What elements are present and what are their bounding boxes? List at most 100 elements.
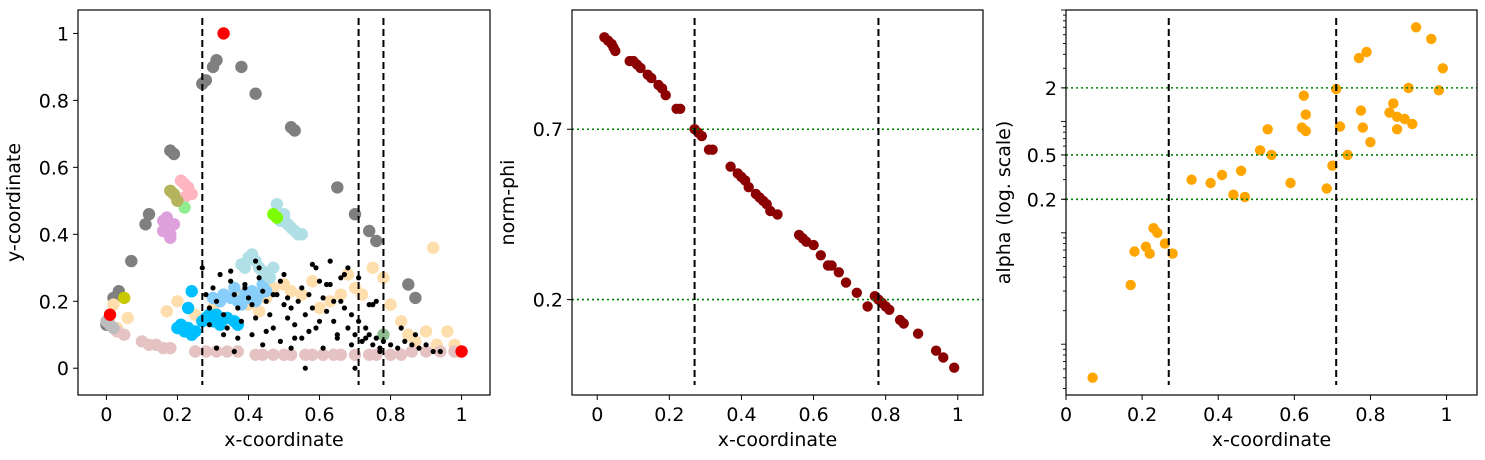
- data-point: [363, 325, 369, 331]
- data-point: [206, 305, 212, 311]
- data-point: [210, 345, 223, 358]
- data-point: [1129, 246, 1140, 257]
- data-point: [363, 224, 376, 238]
- series-0: [1087, 22, 1449, 383]
- data-point: [295, 228, 308, 241]
- data-point: [352, 365, 358, 371]
- data-point: [313, 325, 319, 331]
- data-point: [263, 328, 269, 334]
- y-axis-label: norm-phi: [497, 160, 519, 246]
- data-point: [189, 325, 202, 338]
- data-point: [725, 161, 736, 172]
- data-point: [348, 342, 355, 348]
- x-tick-label: 0.6: [798, 404, 828, 426]
- data-point: [281, 302, 287, 308]
- data-point: [189, 345, 202, 358]
- data-point: [221, 332, 227, 338]
- data-point: [210, 285, 216, 291]
- data-point: [707, 144, 718, 155]
- data-point: [373, 335, 379, 341]
- data-point: [345, 265, 351, 271]
- data-point: [256, 275, 262, 281]
- data-point: [366, 302, 372, 308]
- data-point: [253, 258, 259, 264]
- series-10: [157, 211, 181, 244]
- data-point: [398, 325, 404, 331]
- y-tick-label: 0.7: [533, 119, 563, 141]
- data-point: [1321, 183, 1332, 194]
- x-tick-label: 1: [456, 404, 468, 426]
- data-point: [815, 250, 826, 261]
- data-point: [221, 312, 227, 318]
- data-point: [1353, 52, 1365, 64]
- data-point: [295, 298, 301, 304]
- data-point: [306, 292, 312, 298]
- data-point: [245, 295, 252, 301]
- data-point: [1334, 121, 1346, 132]
- data-point: [1254, 145, 1266, 156]
- data-point: [1186, 174, 1197, 185]
- data-point: [270, 292, 276, 298]
- data-point: [808, 239, 819, 251]
- data-point: [1298, 90, 1310, 101]
- data-point: [1087, 372, 1098, 383]
- data-point: [370, 302, 376, 308]
- data-point: [660, 90, 671, 101]
- series-9: [164, 184, 184, 207]
- data-point: [292, 335, 298, 341]
- data-point: [217, 271, 223, 278]
- data-point: [157, 214, 170, 228]
- data-point: [409, 342, 415, 348]
- x-axis-label: x-coordinate: [224, 429, 343, 451]
- data-point: [1235, 165, 1247, 176]
- data-point: [324, 295, 337, 308]
- data-point: [299, 335, 305, 341]
- data-point: [164, 231, 177, 244]
- data-point: [285, 315, 291, 321]
- data-point: [427, 241, 440, 254]
- data-point: [1437, 63, 1449, 74]
- data-point: [331, 181, 344, 194]
- data-point: [238, 318, 244, 324]
- data-point: [437, 348, 443, 355]
- data-point: [263, 298, 269, 304]
- x-tick-label: 0: [100, 404, 112, 426]
- data-point: [409, 291, 422, 305]
- y-tick-label: 1: [57, 23, 69, 45]
- axes-frame: [571, 9, 984, 396]
- data-point: [306, 328, 312, 334]
- x-tick-label: 0: [1060, 404, 1072, 426]
- data-point: [118, 328, 131, 341]
- data-point: [142, 208, 156, 221]
- data-point: [1407, 118, 1418, 130]
- data-point: [288, 305, 294, 311]
- data-point: [181, 301, 195, 315]
- data-point: [249, 332, 255, 338]
- series-12: [100, 315, 120, 335]
- data-point: [103, 308, 117, 321]
- data-point: [288, 124, 301, 137]
- data-point: [331, 298, 337, 304]
- data-point: [1403, 82, 1414, 94]
- data-point: [1239, 191, 1251, 203]
- plot-area: [1066, 18, 1477, 385]
- x-tick-label: 0.2: [1127, 404, 1157, 426]
- data-point: [327, 281, 333, 288]
- x-tick-label: 0.2: [654, 404, 684, 426]
- data-point: [260, 288, 266, 294]
- series-7: [174, 174, 198, 204]
- data-point: [206, 322, 212, 328]
- plot-area: [572, 18, 983, 385]
- axes-frame: [1065, 9, 1478, 396]
- data-point: [316, 278, 323, 284]
- data-point: [231, 292, 237, 298]
- series-0: [599, 32, 960, 373]
- data-point: [1433, 85, 1445, 96]
- data-point: [320, 345, 326, 351]
- data-point: [1144, 248, 1155, 259]
- data-point: [295, 288, 308, 301]
- axes-frame: [77, 9, 491, 396]
- data-point: [373, 298, 379, 304]
- data-point: [338, 298, 344, 304]
- data-point: [949, 362, 960, 373]
